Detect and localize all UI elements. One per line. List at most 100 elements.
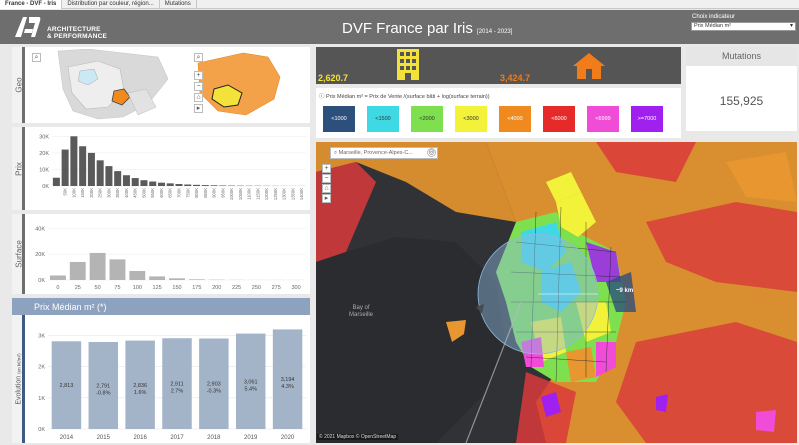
bar	[157, 182, 165, 186]
x-tick-label: 1400K	[299, 188, 304, 200]
geo-mini-maps[interactable]	[28, 49, 308, 121]
x-tick-label: 350K	[115, 188, 120, 198]
legend-item-5[interactable]: <6000	[543, 106, 575, 132]
bar	[175, 184, 183, 186]
bar-change-label: 5.4%	[244, 386, 257, 392]
bar-value-label: 2,813	[60, 383, 74, 389]
bar	[149, 181, 157, 186]
bar-value-label: 2,903	[207, 382, 221, 388]
map-search-text: Marseille, Provence-Alpes-C...	[338, 150, 413, 156]
x-tick-label: 250K	[98, 188, 103, 198]
indicator-select[interactable]: Prix Médian m² ▾	[691, 22, 796, 31]
prix-histogram[interactable]: 0K 10K 20K 30K 50K 100K 150K 200K 250K 300K 350K 40…	[26, 127, 310, 210]
x-tick-label: 2015	[97, 435, 111, 441]
x-tick-label: 1150K	[255, 188, 260, 200]
bar	[169, 278, 185, 280]
info-icon[interactable]: ⓘ	[319, 94, 325, 100]
map-search-input[interactable]: ⌕ Marseille, Provence-Alpes-C...	[330, 147, 438, 159]
x-tick-label: 850K	[203, 188, 208, 198]
prix-label-text: Prix	[14, 161, 24, 176]
geo-search-icon[interactable]: ⌕	[32, 53, 41, 62]
map-attribution: © 2021 Mapbox © OpenStreetMap	[317, 434, 399, 440]
logo-line-1: ARCHITECTURE	[47, 26, 101, 33]
map-zoom-out-icon[interactable]: −	[322, 174, 331, 183]
surface-histogram[interactable]: 0K 20K 40K 0 25 50 75 100 125 150 175 200 225 250 275 3…	[26, 214, 310, 294]
logo-line-2: & PERFORMANCE	[47, 33, 108, 40]
x-tick-label: 1100K	[247, 188, 252, 200]
legend-item-4[interactable]: <4000	[499, 106, 531, 132]
bar	[131, 178, 139, 186]
y-tick-label: 40K	[35, 226, 45, 232]
x-tick-label: 1300K	[282, 188, 287, 200]
bar	[199, 338, 229, 429]
house-icon	[573, 53, 605, 79]
x-tick-label: 750K	[185, 188, 190, 198]
y-tick-label: 20K	[39, 151, 49, 157]
mutations-panel: Mutations 155,925	[686, 47, 797, 131]
tab-distribution[interactable]: Distribution par couleur, région...	[62, 0, 160, 9]
legend-item-3[interactable]: <3000	[455, 106, 487, 132]
y-tick-label: 3K	[38, 333, 45, 339]
evolution-side-label: Evolution (en k€/m²)	[12, 315, 25, 443]
bar-change-label: 1.6%	[134, 390, 147, 396]
page-title: DVF France par Iris [2014 - 2023]	[342, 20, 512, 37]
geo-play-icon[interactable]: ▸	[194, 104, 203, 113]
legend-item-7[interactable]: >=7000	[631, 106, 663, 132]
bar	[184, 184, 192, 186]
evolution-ylabel: Evolution (en k€/m²)	[16, 353, 23, 404]
x-tick-label: 900K	[212, 188, 217, 198]
map-play-icon[interactable]: ▸	[322, 194, 331, 203]
evolution-panel: Prix Médian m² (*) Evolution (en k€/m²) …	[12, 298, 310, 443]
geo-zoom-out-icon[interactable]: −	[194, 82, 203, 91]
legend-item-6[interactable]: <6999	[587, 106, 619, 132]
map-zoom-in-icon[interactable]: +	[322, 164, 331, 173]
mutations-value: 155,925	[719, 94, 764, 108]
bar-change-label: -0.8%	[96, 390, 110, 396]
map-canvas[interactable]	[316, 142, 797, 443]
y-tick-label: 10K	[39, 167, 49, 173]
bar-value-label: 2,836	[133, 383, 147, 389]
surface-label-text: Surface	[14, 240, 24, 268]
x-tick-label: 0	[56, 285, 59, 291]
x-tick-label: 150	[172, 285, 181, 291]
geo-home-icon[interactable]: ⌂	[194, 93, 203, 102]
bar-change-label: -0.3%	[207, 389, 221, 395]
x-tick-label: 1050K	[238, 188, 243, 200]
x-tick-label: 700K	[177, 188, 182, 198]
legend-formula-text: Prix Médian m² = Prix de Vente /(surface…	[326, 94, 490, 100]
x-tick-label: 2017	[170, 435, 184, 441]
evolution-title-bar	[12, 298, 310, 315]
bar	[125, 340, 155, 429]
geo-zoom-in-icon[interactable]: +	[194, 71, 203, 80]
legend-item-0[interactable]: <1000	[323, 106, 355, 132]
x-tick-label: 275	[272, 285, 281, 291]
kpi-maison-value: 3,424.7	[500, 73, 531, 83]
logo-text: ARCHITECTURE & PERFORMANCE	[47, 26, 107, 40]
tab-france-dvf-iris[interactable]: France - DVF - Iris	[0, 0, 63, 9]
bar-change-label: 2.7%	[171, 389, 184, 395]
map-home-icon[interactable]: ⌂	[322, 184, 331, 193]
bar	[210, 185, 218, 186]
bar	[69, 261, 86, 280]
map-distance-label: ~9 km	[616, 288, 634, 294]
surface-panel-label: Surface	[12, 214, 25, 294]
evolution-chart[interactable]: 0K 1K 2K 3K 2,813 2014 2,791-0.8% 2015 2,8361.6%…	[26, 315, 310, 443]
legend-item-1[interactable]: <1500	[367, 106, 399, 132]
geo2-search-icon[interactable]: ⌕	[194, 53, 203, 62]
map-locate-icon[interactable]: ◎	[427, 148, 436, 157]
bar	[51, 341, 82, 429]
bar	[88, 341, 119, 429]
marseille-map[interactable]: ⌕ Marseille, Provence-Alpes-C... ◎ + − ⌂…	[316, 142, 797, 443]
bar	[87, 152, 95, 186]
x-tick-label: 2014	[60, 435, 74, 441]
bar-change-label: 4.3%	[281, 384, 294, 390]
tab-mutations[interactable]: Mutations	[160, 0, 197, 9]
x-tick-label: 175	[192, 285, 201, 291]
kpi-bar	[316, 47, 681, 84]
x-tick-label: 2020	[281, 435, 295, 441]
bar-value-label: 2,911	[170, 382, 183, 388]
geo-label-text: Geo	[14, 77, 24, 93]
bar-value-label: 3,061	[244, 379, 258, 385]
x-tick-label: 300K	[106, 188, 111, 198]
legend-item-2[interactable]: <2000	[411, 106, 443, 132]
